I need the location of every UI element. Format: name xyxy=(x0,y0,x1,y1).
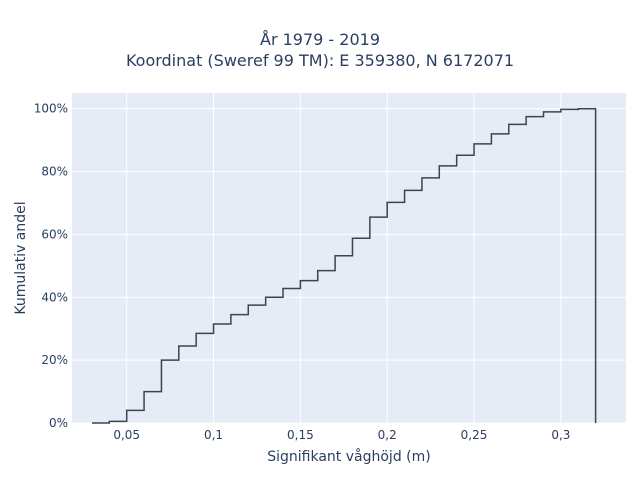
y-tick-label: 60% xyxy=(41,227,68,241)
x-tick-label: 0,25 xyxy=(461,428,488,442)
y-tick-label: 20% xyxy=(41,353,68,367)
y-axis-label: Kumulativ andel xyxy=(13,201,29,314)
x-axis-ticks: 0,05 0,1 0,15 0,2 0,25 0,3 xyxy=(113,428,570,442)
cumulative-step-line xyxy=(91,107,597,424)
chart-title-line-2: Koordinat (Sweref 99 TM): E 359380, N 61… xyxy=(125,51,515,70)
grid xyxy=(72,93,626,424)
y-tick-label: 100% xyxy=(34,102,68,116)
plot-background xyxy=(72,93,626,423)
chart-title-line-1: År 1979 - 2019 xyxy=(260,30,380,49)
x-tick-label: 0,05 xyxy=(113,428,140,442)
x-tick-label: 0,15 xyxy=(287,428,314,442)
y-tick-label: 0% xyxy=(49,416,68,430)
x-tick-label: 0,1 xyxy=(204,428,223,442)
x-axis-label: Signifikant våghöjd (m) xyxy=(267,448,430,465)
y-tick-label: 80% xyxy=(41,165,68,179)
x-tick-label: 0,2 xyxy=(378,428,397,442)
y-axis-ticks: 0% 20% 40% 60% 80% 100% xyxy=(34,102,68,430)
x-tick-label: 0,3 xyxy=(551,428,570,442)
y-tick-label: 40% xyxy=(41,290,68,304)
